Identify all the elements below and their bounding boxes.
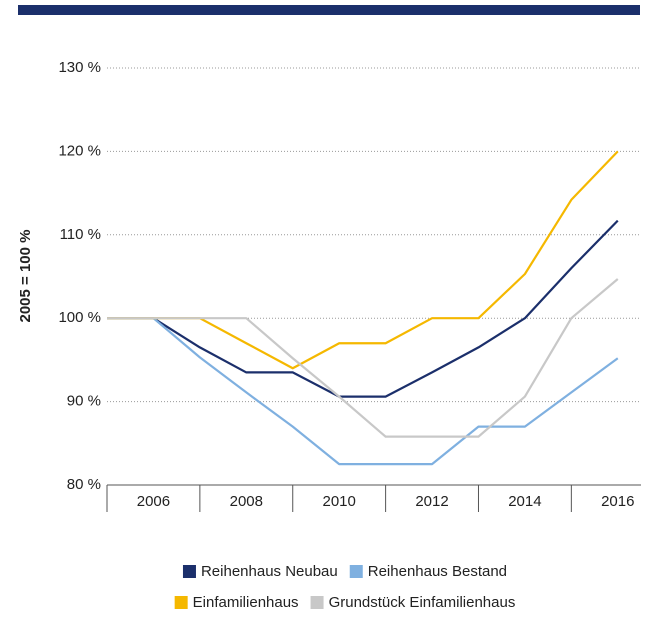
y-tick-label: 80 %: [67, 476, 101, 493]
x-tick-label: 2014: [508, 493, 541, 510]
series-line: [107, 278, 619, 438]
legend-swatch: [182, 565, 196, 578]
y-tick-label: 130 %: [58, 59, 101, 76]
x-tick-label: 2006: [137, 493, 170, 510]
legend-label: Reihenhaus Neubau: [201, 563, 338, 580]
y-tick-label: 100 %: [58, 309, 101, 326]
legend-swatch: [174, 596, 188, 609]
x-tick-label: 2016: [601, 493, 634, 510]
y-tick-label: 90 %: [67, 393, 101, 410]
y-axis-label: 2005 = 100 %: [17, 230, 34, 323]
x-tick-label: 2010: [322, 493, 355, 510]
series-line: [107, 150, 619, 370]
series-line: [107, 317, 619, 466]
y-tick-label: 110 %: [60, 226, 101, 243]
legend-label: Einfamilienhaus: [193, 594, 299, 611]
legend-swatch: [310, 596, 324, 609]
x-tick-label: 2008: [230, 493, 263, 510]
legend-row: Reihenhaus Neubau Reihenhaus Bestand: [182, 563, 507, 580]
legend-swatch: [349, 565, 363, 578]
header-bar: [18, 5, 640, 15]
legend-label: Reihenhaus Bestand: [368, 563, 507, 580]
series-line: [107, 219, 619, 398]
legend-row: Einfamilienhaus Grundstück Einfamilienhau…: [174, 594, 516, 611]
y-tick-label: 120 %: [58, 142, 101, 159]
legend-label: Grundstück Einfamilienhaus: [329, 594, 516, 611]
x-tick-label: 2012: [415, 493, 448, 510]
